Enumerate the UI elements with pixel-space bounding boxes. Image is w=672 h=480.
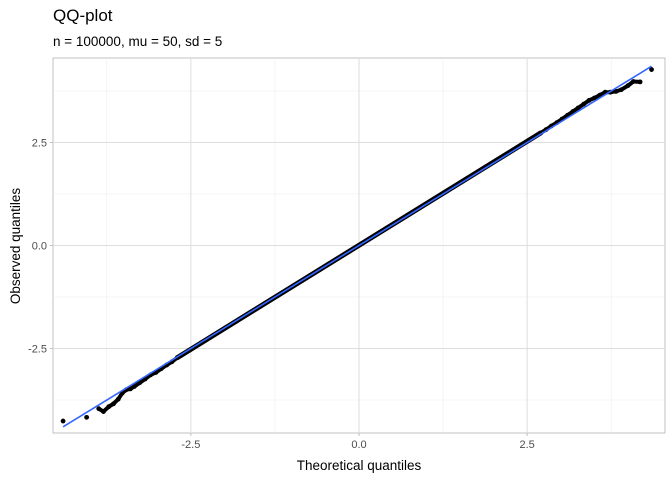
y-tick-label: -2.5 [28, 344, 47, 356]
y-axis-ticks: -2.5 0.0 2.5 [28, 137, 53, 356]
sample-point [649, 67, 654, 72]
x-axis-title: Theoretical quantiles [297, 458, 422, 473]
x-axis-ticks: -2.5 0.0 2.5 [181, 433, 535, 451]
reference-line [62, 65, 652, 428]
x-tick-label: -2.5 [181, 439, 200, 451]
chart-title: QQ-plot [53, 6, 113, 25]
x-tick-label: 0.0 [351, 439, 366, 451]
sample-point [60, 418, 66, 424]
y-tick-label: 2.5 [32, 137, 47, 149]
x-tick-label: 2.5 [519, 439, 534, 451]
sample-point [84, 414, 90, 420]
y-axis-title: Observed quantiles [8, 188, 23, 305]
y-tick-label: 0.0 [32, 241, 47, 253]
sample-point [637, 79, 643, 85]
chart-subtitle: n = 100000, mu = 50, sd = 5 [53, 34, 222, 49]
reference-line-path [62, 65, 652, 428]
